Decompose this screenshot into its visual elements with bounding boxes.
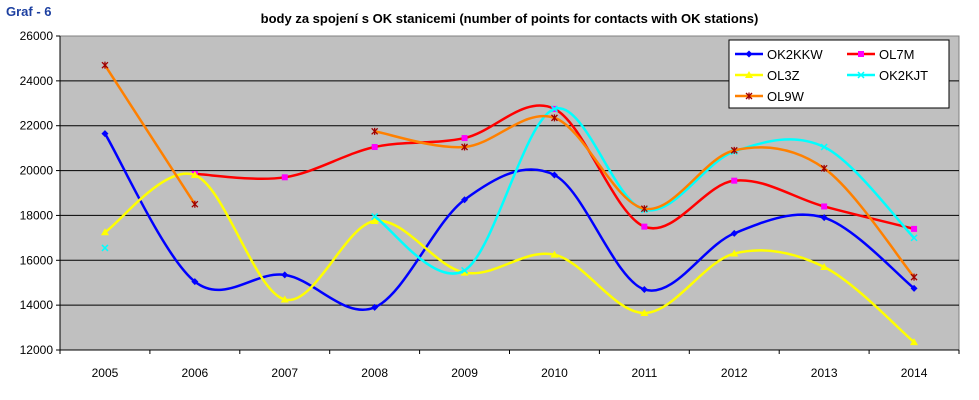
data-point bbox=[641, 223, 648, 230]
data-point bbox=[910, 338, 919, 346]
data-point bbox=[371, 144, 378, 151]
data-point bbox=[101, 61, 109, 69]
data-point bbox=[371, 127, 379, 135]
data-point bbox=[191, 278, 199, 286]
data-point bbox=[820, 214, 828, 222]
data-point bbox=[745, 92, 753, 100]
graph-number-label: Graf - 6 bbox=[6, 4, 52, 19]
x-tick-label: 2014 bbox=[901, 366, 928, 380]
data-point bbox=[910, 234, 918, 242]
data-point bbox=[730, 146, 738, 154]
data-point bbox=[910, 284, 918, 292]
data-point bbox=[100, 228, 109, 236]
y-tick-label: 22000 bbox=[20, 119, 54, 133]
data-point bbox=[550, 114, 558, 122]
data-point bbox=[821, 203, 828, 210]
series-line bbox=[103, 64, 196, 205]
x-tick-label: 2008 bbox=[361, 366, 388, 380]
data-point bbox=[820, 263, 829, 271]
data-point bbox=[101, 244, 109, 252]
data-point bbox=[371, 213, 379, 221]
legend-label: OL7M bbox=[879, 47, 914, 62]
data-point bbox=[550, 171, 558, 179]
data-point bbox=[640, 205, 648, 213]
data-point bbox=[731, 177, 738, 184]
data-point bbox=[281, 174, 288, 181]
legend-item-ol9w: OL9W bbox=[735, 89, 805, 104]
data-point bbox=[910, 273, 918, 281]
data-point bbox=[730, 229, 738, 237]
data-point bbox=[191, 200, 199, 208]
y-tick-label: 20000 bbox=[20, 164, 54, 178]
x-tick-label: 2013 bbox=[811, 366, 838, 380]
legend-box bbox=[728, 39, 950, 109]
legend-item-ok2kkw: OK2KKW bbox=[735, 47, 823, 62]
data-point bbox=[461, 143, 469, 151]
data-point bbox=[461, 135, 468, 142]
legend-label: OL9W bbox=[767, 89, 805, 104]
data-point bbox=[820, 164, 828, 172]
series-line bbox=[194, 104, 915, 231]
data-point bbox=[281, 271, 289, 279]
data-point bbox=[550, 105, 558, 113]
data-point bbox=[858, 51, 864, 57]
x-tick-label: 2010 bbox=[541, 366, 568, 380]
x-tick-label: 2006 bbox=[181, 366, 208, 380]
y-tick-label: 14000 bbox=[20, 298, 54, 312]
chart-title: body za spojení s OK stanicemi (number o… bbox=[260, 11, 759, 26]
axes: 12000 14000 16000 18000 20000 22000 24000 26000… bbox=[20, 29, 960, 380]
x-tick-label: 2012 bbox=[721, 366, 748, 380]
x-tick-label: 2009 bbox=[451, 366, 478, 380]
data-point bbox=[461, 196, 469, 204]
data-point bbox=[911, 225, 918, 232]
data-point bbox=[640, 285, 648, 293]
data-point bbox=[101, 130, 109, 138]
series-ok2kkw bbox=[101, 130, 918, 311]
data-point bbox=[460, 268, 469, 276]
series-ol3z bbox=[100, 171, 919, 346]
data-point bbox=[730, 249, 739, 257]
series-line bbox=[104, 172, 915, 344]
data-point bbox=[371, 303, 379, 311]
y-tick-label: 26000 bbox=[20, 29, 54, 43]
legend: OK2KKW OL7M OL3Z OK2KJT OL9W bbox=[728, 39, 950, 109]
y-tick-label: 12000 bbox=[20, 343, 54, 357]
series-ol9w bbox=[101, 61, 918, 281]
x-tick-label: 2007 bbox=[271, 366, 298, 380]
x-tick-label: 2011 bbox=[631, 366, 657, 380]
data-point bbox=[745, 71, 753, 78]
legend-label: OK2KJT bbox=[879, 68, 928, 83]
y-tick-label: 24000 bbox=[20, 74, 54, 88]
data-point bbox=[190, 171, 199, 179]
data-point bbox=[745, 50, 753, 58]
legend-item-ok2kjt: OK2KJT bbox=[847, 68, 928, 83]
legend-item-ol7m: OL7M bbox=[847, 47, 914, 62]
y-tick-label: 16000 bbox=[20, 253, 54, 267]
legend-label: OL3Z bbox=[767, 68, 800, 83]
data-point bbox=[857, 71, 865, 79]
series-lines bbox=[100, 61, 919, 346]
series-ok2kjt bbox=[101, 105, 918, 275]
data-point bbox=[280, 295, 289, 303]
series-line bbox=[103, 132, 915, 311]
data-point bbox=[461, 266, 469, 274]
data-point bbox=[820, 143, 828, 151]
legend-item-ol3z: OL3Z bbox=[735, 68, 800, 83]
data-point bbox=[640, 308, 649, 316]
x-tick-label: 2005 bbox=[92, 366, 119, 380]
data-point bbox=[370, 217, 379, 225]
legend-label: OK2KKW bbox=[767, 47, 823, 62]
data-point bbox=[550, 250, 559, 258]
y-tick-label: 18000 bbox=[20, 208, 54, 222]
